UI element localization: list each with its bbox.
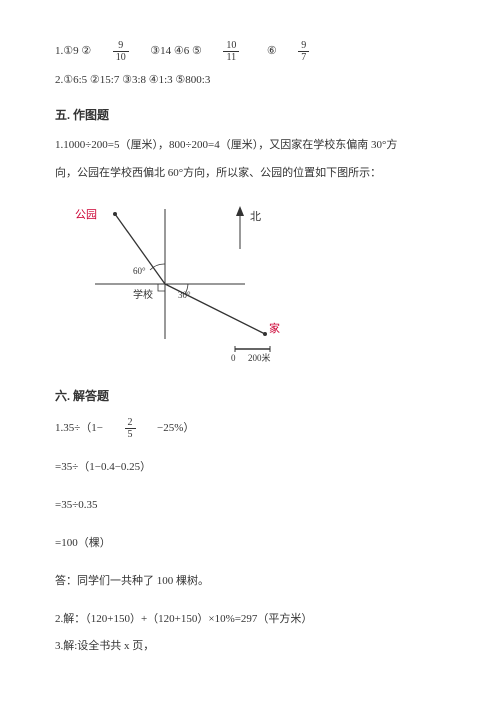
q1-mid2: ⑥ xyxy=(267,45,277,57)
north-label: 北 xyxy=(250,210,261,223)
diagram: 北 公园 家 60° 30° 学校 0 200米 xyxy=(75,194,445,372)
p6-1-s3: =100（棵） xyxy=(55,534,445,554)
section-5-title: 五. 作图题 xyxy=(55,105,445,127)
p6-1: 1.35÷（1− 2 5 −25%） xyxy=(55,417,445,440)
p6-1-tail: −25%） xyxy=(157,422,194,434)
p5-1b: 向，公园在学校西偏北 60°方向，所以家、公园的位置如下图所示： xyxy=(55,164,445,184)
p6-1-steps: =35÷（1−0.4−0.25） =35÷0.35 =100（棵） 答：同学们一… xyxy=(55,458,445,591)
angle-60: 60° xyxy=(133,266,146,276)
school-label: 学校 xyxy=(133,288,153,301)
diagram-svg: 北 公园 家 60° 30° 学校 0 200米 xyxy=(75,194,335,364)
park-label: 公园 xyxy=(75,208,97,221)
p6-2: 2.解：（120+150）+（120+150）×10%=297（平方米） xyxy=(55,610,445,630)
scale-zero: 0 xyxy=(231,353,236,363)
p6-1-s1: =35÷（1−0.4−0.25） xyxy=(55,458,445,478)
p6-1-answer: 答：同学们一共种了 100 棵树。 xyxy=(55,572,445,592)
line-q2: 2.①6:5 ②15:7 ③3:8 ④1:3 ⑤800:3 xyxy=(55,71,445,91)
q1-frac2: 10 11 xyxy=(223,40,239,63)
scale-val: 200米 xyxy=(248,352,271,363)
p6-1-lead: 1.35÷（1− xyxy=(55,422,103,434)
q1-mid1: ③14 ④6 ⑤ xyxy=(150,45,202,57)
p6-1-frac: 2 5 xyxy=(125,417,136,440)
q1-frac3: 9 7 xyxy=(298,40,309,63)
angle-30: 30° xyxy=(178,290,191,300)
section-6-title: 六. 解答题 xyxy=(55,386,445,408)
p6-3: 3.解:设全书共 x 页， xyxy=(55,637,445,657)
p6-1-s2: =35÷0.35 xyxy=(55,496,445,516)
home-label: 家 xyxy=(269,321,280,335)
q1-frac1: 9 10 xyxy=(113,40,129,63)
line-q1: 1.①9 ② 9 10 ③14 ④6 ⑤ 10 11 ⑥ 9 7 xyxy=(55,40,445,63)
q1-prefix: 1.①9 ② xyxy=(55,45,91,57)
p5-1a: 1.1000÷200=5（厘米），800÷200=4（厘米），又因家在学校东偏南… xyxy=(55,136,445,156)
